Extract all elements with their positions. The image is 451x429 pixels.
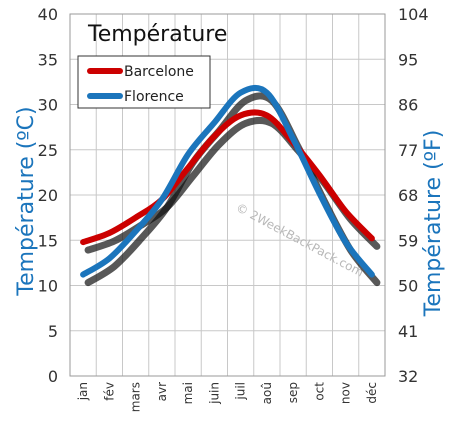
y-tick-right: 59 [398, 231, 418, 250]
y-tick-right: 95 [398, 50, 418, 69]
y-tick-left: 5 [48, 322, 58, 341]
x-tick: sep [286, 382, 300, 403]
series-line-barcelone [80, 109, 375, 246]
y-tick-right: 86 [398, 96, 418, 115]
x-axis: jan fév mars avr mai juin juil aoû sep oct nov déc [76, 382, 379, 413]
y-tick-right: 50 [398, 277, 418, 296]
y-axis-left: 0 5 10 15 20 25 30 35 40 [38, 5, 58, 386]
y-tick-right: 104 [398, 5, 429, 24]
x-tick: déc [365, 382, 379, 404]
x-tick: mai [181, 382, 195, 404]
y-tick-right: 41 [398, 322, 418, 341]
y-tick-right: 32 [398, 367, 418, 386]
x-tick: fév [102, 382, 116, 401]
x-tick: mars [129, 382, 143, 412]
y-tick-left: 15 [38, 231, 58, 250]
legend-box [77, 55, 211, 109]
y-tick-left: 25 [38, 141, 58, 160]
legend: Barcelone Florence [77, 55, 211, 109]
y-tick-left: 0 [48, 367, 58, 386]
x-tick: nov [339, 382, 353, 404]
x-tick: oct [312, 382, 326, 401]
legend-label-barcelone: Barcelone [124, 64, 194, 80]
y-tick-left: 10 [38, 277, 58, 296]
series-line-florence [80, 84, 375, 278]
y-axis-right-label: Température (ºF) [421, 130, 446, 318]
x-tick: avr [155, 382, 169, 401]
y-tick-right: 77 [398, 141, 418, 160]
x-tick: juil [234, 382, 248, 401]
x-tick: aoû [260, 382, 274, 404]
series-shadow [84, 116, 381, 254]
legend-label-florence: Florence [124, 89, 184, 105]
series-lines [80, 84, 375, 278]
x-tick: juin [207, 382, 221, 405]
x-tick: jan [76, 382, 90, 401]
plot-border [69, 13, 386, 377]
y-tick-left: 35 [38, 50, 58, 69]
y-tick-right: 68 [398, 186, 418, 205]
y-axis-right: 32 41 50 59 68 77 86 95 104 [398, 5, 429, 386]
chart-title: Température [87, 22, 227, 47]
y-tick-left: 40 [38, 5, 58, 24]
y-tick-left: 30 [38, 96, 58, 115]
y-tick-left: 20 [38, 186, 58, 205]
y-axis-left-label: Température (ºC) [14, 106, 39, 296]
